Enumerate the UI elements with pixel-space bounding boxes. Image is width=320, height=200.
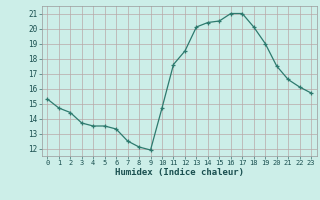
X-axis label: Humidex (Indice chaleur): Humidex (Indice chaleur) [115,168,244,177]
